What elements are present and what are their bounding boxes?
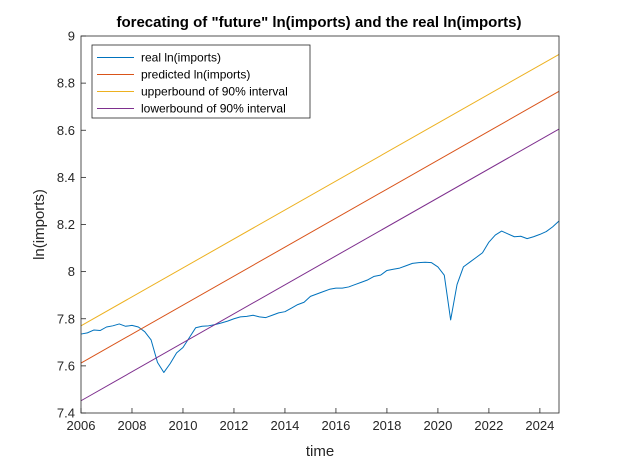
y-tick-label: 8.6 <box>57 123 75 138</box>
legend-items: real ln(imports) predicted ln(imports) upp… <box>97 51 288 116</box>
x-tick-label: 2010 <box>169 418 198 433</box>
x-tick-label: 2008 <box>118 418 147 433</box>
legend-label: real ln(imports) <box>141 51 221 65</box>
legend-label: lowerbound of 90% interval <box>141 102 286 116</box>
x-axis-label: time <box>306 443 334 460</box>
legend-label: upperbound of 90% interval <box>141 85 288 99</box>
y-tick-label: 7.4 <box>57 406 75 421</box>
x-tick-label: 2016 <box>321 418 350 433</box>
series-line-2 <box>80 53 560 327</box>
y-tick-label: 9 <box>68 29 75 44</box>
y-tick-label: 8.4 <box>57 170 75 185</box>
y-tick-label: 7.6 <box>57 358 75 373</box>
chart-title: forecating of "future" ln(imports) and t… <box>116 14 521 31</box>
x-tick-label: 2020 <box>423 418 452 433</box>
series-line-3 <box>80 128 560 402</box>
series-layer <box>80 53 560 402</box>
y-tick-label: 7.8 <box>57 311 75 326</box>
series-line-0 <box>80 220 560 373</box>
x-tick-label: 2012 <box>219 418 248 433</box>
y-tick-label: 8.2 <box>57 217 75 232</box>
x-tick-label: 2018 <box>372 418 401 433</box>
y-axis: 7.4 7.6 7.8 8 8.2 8.4 8.6 8.8 9 <box>57 29 86 421</box>
x-tick-label: 2022 <box>474 418 503 433</box>
legend-label: predicted ln(imports) <box>141 68 250 82</box>
y-tick-label: 8.8 <box>57 76 75 91</box>
x-tick-label: 2006 <box>67 418 96 433</box>
legend: real ln(imports) predicted ln(imports) upp… <box>91 44 311 119</box>
x-axis: 2006 2008 2010 2012 2014 2016 2018 2020 2022 2024 <box>67 408 554 433</box>
series-line-1 <box>80 90 560 364</box>
y-axis-label: ln(imports) <box>31 189 48 260</box>
y-tick-label: 8 <box>68 264 75 279</box>
x-tick-label: 2024 <box>525 418 554 433</box>
x-tick-label: 2014 <box>270 418 299 433</box>
